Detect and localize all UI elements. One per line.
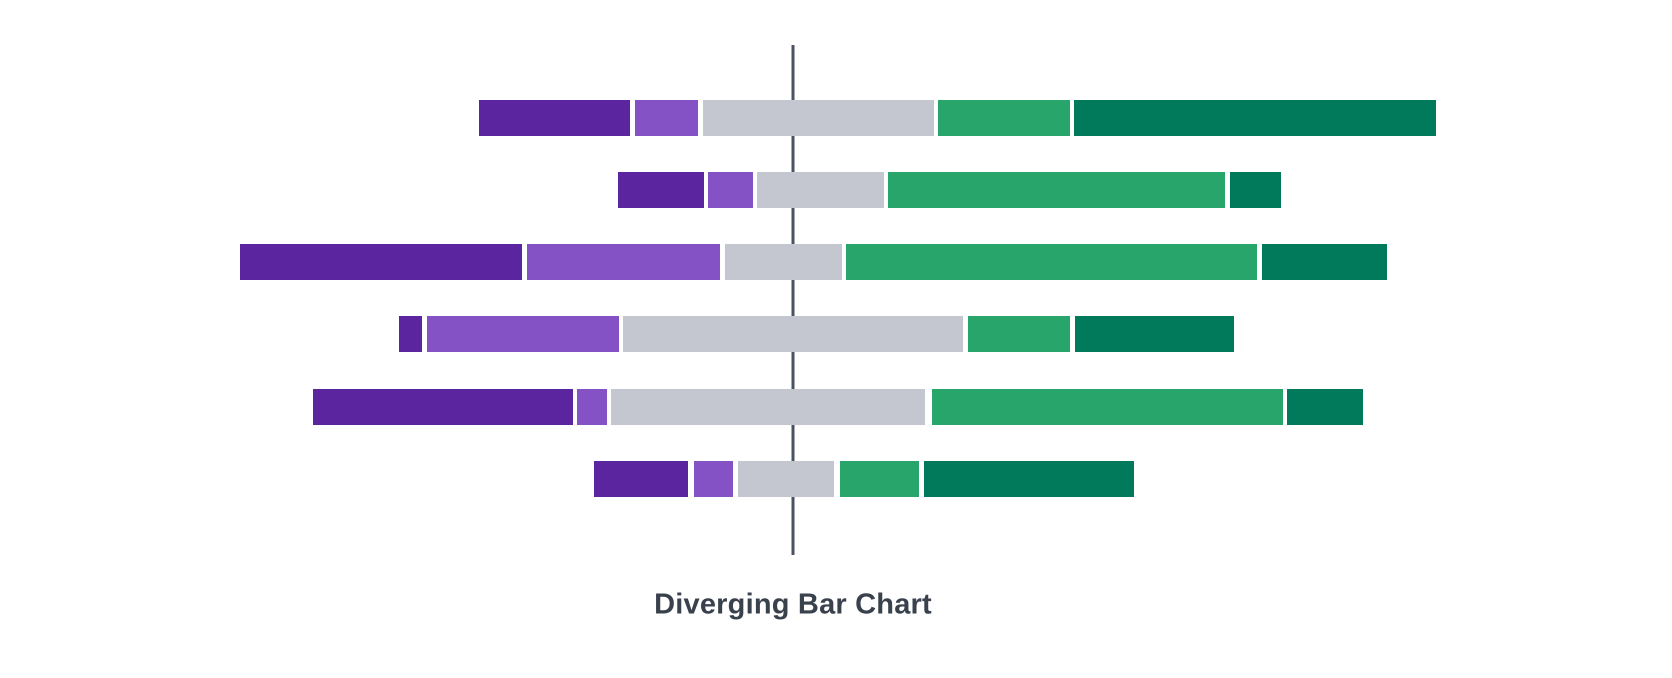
bar-row [0,244,1672,280]
bar-row [0,100,1672,136]
bar-segment-neutral[interactable] [725,244,842,280]
bar-segment-strongly_agree[interactable] [1074,100,1436,136]
bar-segment-neutral[interactable] [757,172,884,208]
bar-row [0,316,1672,352]
bar-segment-agree[interactable] [846,244,1257,280]
bar-segment-strongly_agree[interactable] [1262,244,1387,280]
bar-row [0,461,1672,497]
bar-segment-strongly_disagree[interactable] [399,316,422,352]
bar-segment-disagree[interactable] [635,100,698,136]
bar-row [0,389,1672,425]
bar-segment-agree[interactable] [968,316,1070,352]
bar-segment-strongly_agree[interactable] [924,461,1134,497]
bar-segment-strongly_agree[interactable] [1075,316,1234,352]
chart-title: Diverging Bar Chart [654,588,932,621]
bar-row [0,172,1672,208]
bar-segment-neutral[interactable] [623,316,963,352]
bar-segment-strongly_agree[interactable] [1230,172,1281,208]
bar-segment-agree[interactable] [840,461,919,497]
bar-segment-agree[interactable] [932,389,1283,425]
bar-segment-neutral[interactable] [611,389,925,425]
bar-segment-neutral[interactable] [703,100,934,136]
bar-segment-strongly_disagree[interactable] [240,244,522,280]
bar-segment-strongly_agree[interactable] [1287,389,1363,425]
bar-segment-strongly_disagree[interactable] [313,389,573,425]
bar-segment-strongly_disagree[interactable] [618,172,704,208]
bar-segment-strongly_disagree[interactable] [594,461,688,497]
bar-segment-neutral[interactable] [738,461,834,497]
bar-segment-disagree[interactable] [527,244,720,280]
bar-segment-disagree[interactable] [694,461,733,497]
bar-segment-agree[interactable] [938,100,1070,136]
bar-segment-agree[interactable] [888,172,1225,208]
bar-segment-disagree[interactable] [708,172,753,208]
bar-segment-disagree[interactable] [427,316,619,352]
bar-segment-strongly_disagree[interactable] [479,100,630,136]
bar-segment-disagree[interactable] [577,389,607,425]
center-axis-line [791,45,795,555]
